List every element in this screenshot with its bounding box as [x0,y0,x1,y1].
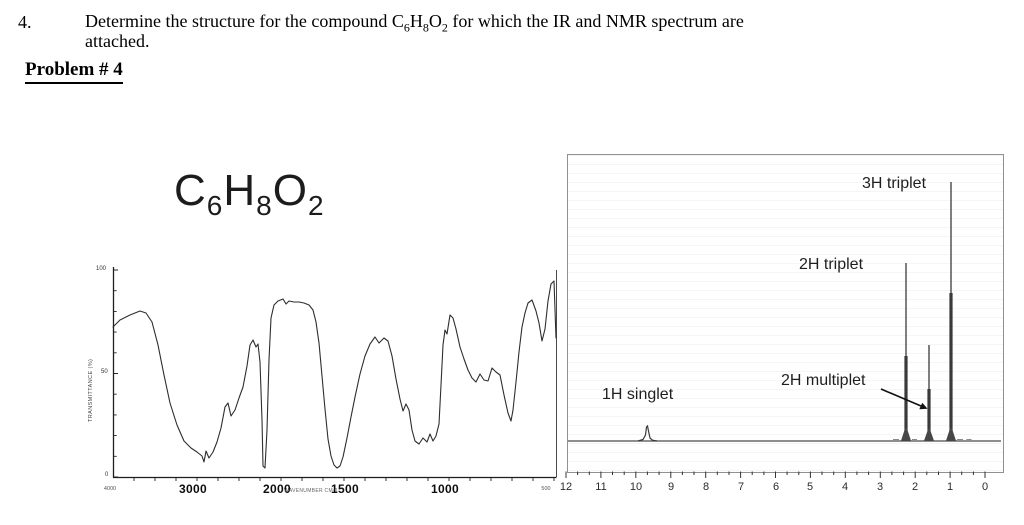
ir-y-ticks [113,269,118,478]
ir-x-tick-1500: 1500 [331,482,359,496]
nmr-tick-10: 10 [629,481,643,493]
question-part1: Determine the structure for the compound… [85,11,404,31]
ir-x-tick-1000: 1000 [431,482,459,496]
nmr-tick-11: 11 [595,481,607,493]
ir-x-tick-3000: 3000 [179,482,207,496]
nmr-tick-9: 9 [667,481,675,493]
question-text: Determine the structure for the compound… [85,12,925,38]
nmr-peaks [637,182,957,442]
nmr-tick-1: 1 [946,481,954,493]
problem-heading: Problem # 4 [25,59,123,84]
nmr-tick-7: 7 [737,481,745,493]
ir-y-tick-100: 100 [96,266,107,272]
nmr-tick-5: 5 [806,481,814,493]
ir-formula-c-sub: 6 [206,189,224,221]
ir-formula-c: C [174,166,207,215]
nmr-peak-2h-multiplet [923,345,935,442]
nmr-peak-2h-triplet [900,263,912,442]
question-number: 4. [18,12,32,32]
nmr-label-2h-triplet: 2H triplet [799,256,864,273]
nmr-tick-4: 4 [841,481,849,493]
nmr-tick-2: 2 [911,481,919,493]
ir-x-ticks [133,477,555,481]
question-line2: attached. [85,31,150,51]
ir-x-tick-500: 500 [541,486,551,492]
nmr-tick-8: 8 [702,481,710,493]
ir-x-tick-2000: 2000 [263,482,291,496]
ir-y-tick-0: 0 [105,472,109,478]
ir-spectrum-curve [112,280,557,469]
formula-h: H [409,11,423,31]
ir-y-axis-title: TRANSMITTANCE (%) [88,358,94,422]
ir-formula-o-sub: 2 [307,189,325,221]
nmr-tick-12: 12 [559,481,573,493]
ir-y-tick-50: 50 [101,369,108,375]
formula-sub-2: 2 [441,20,448,35]
ir-formula-h: H [223,166,257,215]
nmr-label-1h-singlet: 1H singlet [602,386,674,403]
nmr-axis-ticks [565,471,986,478]
question-part2: for which the IR and NMR spectrum are [447,11,744,31]
ir-x-tick-4000: 4000 [103,486,117,492]
ir-formula-o: O [272,166,308,215]
nmr-label-2h-multiplet: 2H multiplet [781,372,866,389]
ir-x-axis-unit-label: WAVENUMBER CM-1 [284,488,338,494]
nmr-tick-6: 6 [772,481,780,493]
formula-o: O [428,11,442,31]
nmr-label-3h-triplet: 3H triplet [862,175,927,192]
ir-compound-formula: C6H8O2 [174,166,325,222]
annotation-arrow [880,388,928,410]
formula-sub-6: 6 [403,20,410,35]
nmr-tick-3: 3 [876,481,884,493]
nmr-peak-3h-triplet [945,182,957,442]
formula-sub-8: 8 [422,20,429,35]
nmr-baseline [568,439,1001,442]
ir-axes [112,267,557,481]
ir-formula-h-sub: 8 [256,189,273,221]
nmr-tick-0: 0 [981,481,989,493]
nmr-plot-panel [567,154,1004,473]
nmr-peak-singlet [637,424,658,442]
